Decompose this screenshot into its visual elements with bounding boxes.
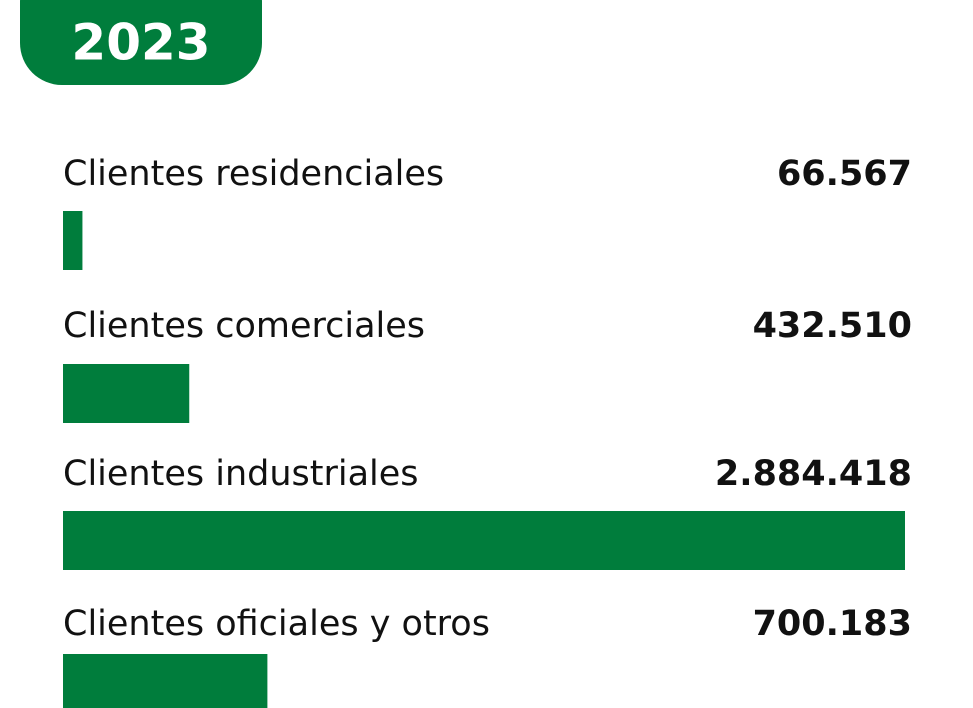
value-label: 66.567 [777, 154, 912, 194]
bar [63, 654, 268, 708]
bar [63, 364, 190, 423]
category-label: Clientes oficiales y otros [63, 604, 490, 644]
category-label: Clientes residenciales [63, 154, 444, 194]
category-label: Clientes industriales [63, 454, 419, 494]
chart-title: 2023 [71, 14, 210, 72]
value-label: 432.510 [753, 306, 912, 346]
title-pill [20, 0, 262, 85]
bar [63, 511, 905, 570]
value-label: 700.183 [753, 604, 912, 644]
bar [63, 211, 83, 270]
category-label: Clientes comerciales [63, 306, 425, 346]
value-label: 2.884.418 [715, 454, 912, 494]
